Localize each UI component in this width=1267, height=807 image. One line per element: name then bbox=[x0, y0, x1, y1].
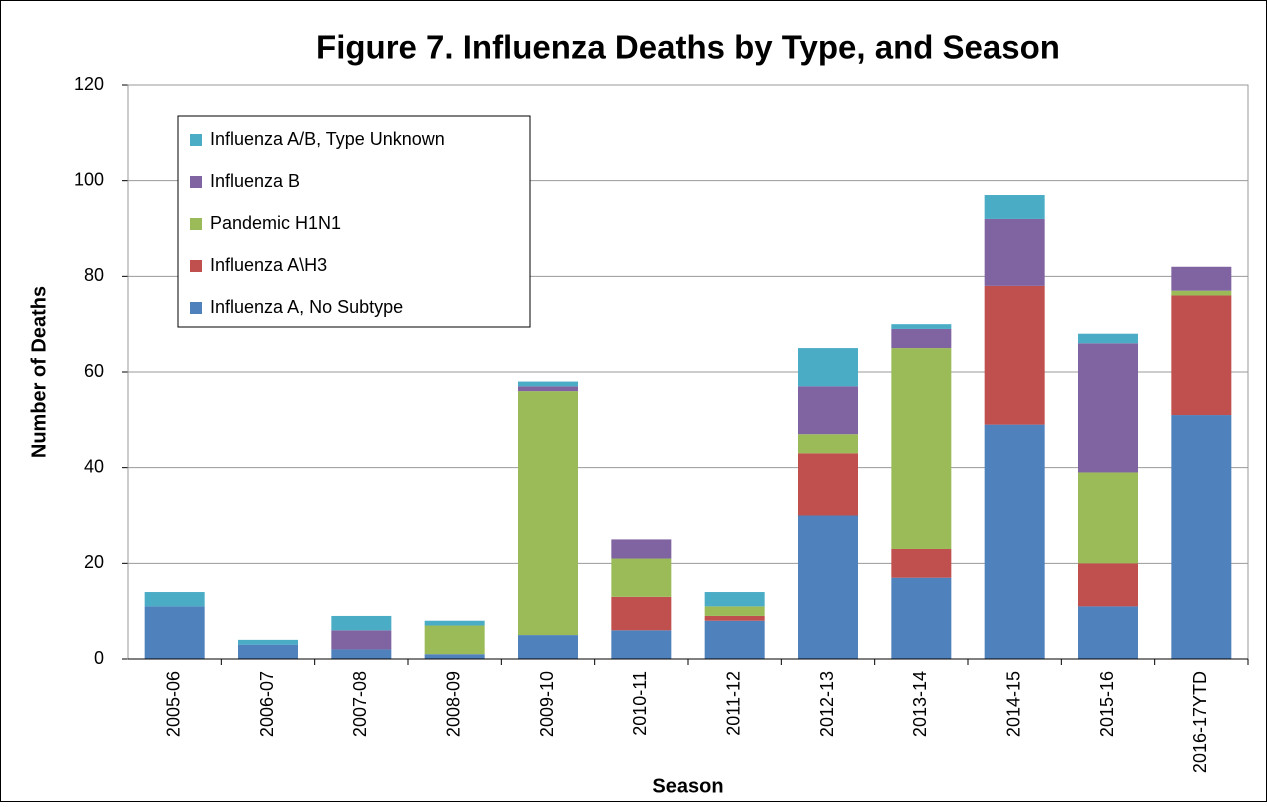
bar-segment bbox=[611, 630, 672, 659]
x-tick-label: 2007-08 bbox=[350, 671, 370, 737]
legend-swatch bbox=[190, 260, 202, 272]
bar-segment bbox=[984, 218, 1045, 286]
x-tick-label: 2008-09 bbox=[443, 671, 463, 737]
x-tick-label: 2005-06 bbox=[163, 671, 183, 737]
bar-segment bbox=[891, 548, 952, 578]
legend-label: Influenza B bbox=[210, 171, 300, 191]
bar-segment bbox=[984, 195, 1045, 219]
bar-segment bbox=[331, 649, 392, 659]
bar-segment bbox=[798, 348, 858, 387]
y-tick-label: 120 bbox=[74, 74, 104, 94]
x-tick-label: 2012-13 bbox=[817, 671, 837, 737]
x-axis-label: Season bbox=[652, 775, 723, 797]
legend-label: Influenza A, No Subtype bbox=[210, 297, 403, 317]
bar-segment bbox=[518, 391, 578, 636]
legend-box bbox=[177, 115, 531, 328]
bar-segment bbox=[1078, 333, 1138, 344]
bar-segment bbox=[704, 620, 765, 659]
y-tick-label: 100 bbox=[74, 169, 104, 189]
legend-swatch bbox=[190, 134, 202, 146]
bar-segment bbox=[144, 606, 205, 659]
bar-segment bbox=[798, 453, 858, 516]
bar-segment bbox=[1078, 563, 1138, 607]
bar-segment bbox=[424, 654, 485, 659]
bar-segment bbox=[704, 615, 765, 621]
x-tick-label: 2006-07 bbox=[257, 671, 277, 737]
bar-segment bbox=[331, 630, 392, 650]
y-tick-label: 20 bbox=[84, 552, 104, 572]
bar-segment bbox=[891, 348, 952, 549]
bar-segment bbox=[891, 324, 952, 329]
y-tick-label: 0 bbox=[94, 648, 104, 668]
x-tick-label: 2009-10 bbox=[537, 671, 557, 737]
legend-swatch bbox=[190, 302, 202, 314]
x-tick-label: 2016-17YTD bbox=[1190, 671, 1210, 773]
bar-segment bbox=[238, 644, 298, 659]
x-tick-label: 2014-15 bbox=[1003, 671, 1023, 737]
x-tick-label: 2013-14 bbox=[910, 671, 930, 737]
legend-swatch bbox=[190, 218, 202, 230]
bar-segment bbox=[518, 635, 578, 659]
y-axis-label: Number of Deaths bbox=[28, 286, 50, 458]
x-tick-label: 2015-16 bbox=[1097, 671, 1117, 737]
bar-segment bbox=[611, 539, 672, 559]
bar-segment bbox=[798, 434, 858, 454]
bar-segment bbox=[1078, 472, 1138, 564]
bar-segment bbox=[1171, 415, 1232, 659]
bar-segment bbox=[1078, 606, 1138, 659]
bar-segment bbox=[611, 558, 672, 597]
bar-segment bbox=[798, 515, 858, 659]
x-tick-label: 2010-11 bbox=[630, 671, 650, 736]
chart-title: Figure 7. Influenza Deaths by Type, and … bbox=[316, 29, 1060, 66]
legend-label: Pandemic H1N1 bbox=[210, 213, 341, 233]
x-tick-label: 2011-12 bbox=[723, 671, 743, 736]
bar-segment bbox=[798, 386, 858, 435]
bar-segment bbox=[984, 285, 1045, 425]
bar-segment bbox=[424, 625, 485, 655]
bar-segment bbox=[518, 381, 578, 387]
bar-segment bbox=[611, 596, 672, 631]
y-tick-label: 80 bbox=[84, 265, 104, 285]
bar-segment bbox=[518, 386, 578, 392]
bar-segment bbox=[891, 577, 952, 659]
bar-segment bbox=[1078, 343, 1138, 473]
bar-segment bbox=[424, 620, 485, 626]
bar-segment bbox=[1171, 295, 1232, 416]
bar-segment bbox=[891, 328, 952, 349]
bar-segment bbox=[1171, 266, 1232, 291]
bar-segment bbox=[704, 592, 765, 607]
bar-segment bbox=[331, 615, 392, 631]
bar-segment bbox=[144, 592, 205, 607]
legend-swatch bbox=[190, 176, 202, 188]
bar-segment bbox=[1171, 290, 1232, 296]
legend-label: Influenza A\H3 bbox=[210, 255, 327, 275]
bar-segment bbox=[238, 639, 298, 645]
y-tick-label: 60 bbox=[84, 361, 104, 381]
bar-segment bbox=[984, 424, 1045, 659]
y-tick-label: 40 bbox=[84, 456, 104, 476]
bar-segment bbox=[704, 606, 765, 616]
legend-label: Influenza A/B, Type Unknown bbox=[210, 129, 445, 149]
